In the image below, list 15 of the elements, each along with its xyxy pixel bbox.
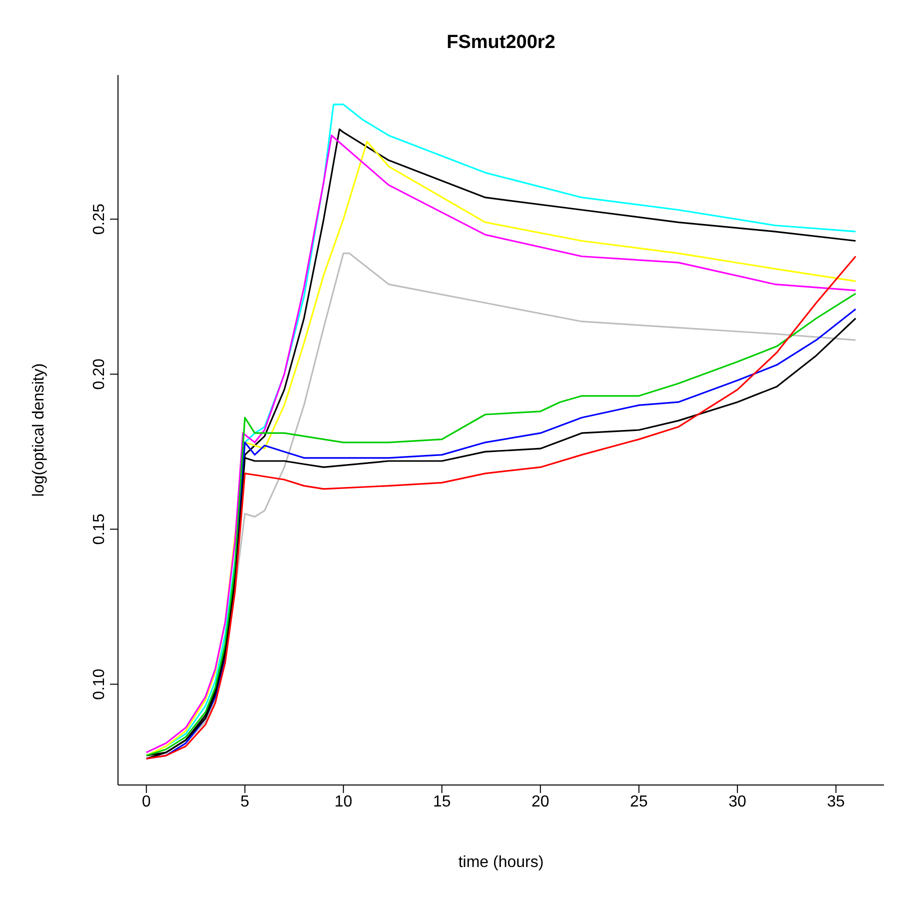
x-tick-label: 20 bbox=[532, 793, 550, 810]
x-tick-label: 10 bbox=[334, 793, 352, 810]
y-tick-label: 0.25 bbox=[91, 204, 108, 235]
x-tick-label: 30 bbox=[728, 793, 746, 810]
x-axis-title: time (hours) bbox=[458, 854, 544, 871]
chart-title: FSmut200r2 bbox=[446, 32, 556, 54]
x-tick-label: 0 bbox=[142, 793, 151, 810]
x-tick-label: 25 bbox=[630, 793, 648, 810]
x-tick-label: 15 bbox=[432, 793, 451, 810]
y-tick-label: 0.10 bbox=[91, 668, 108, 700]
y-tick-label: 0.15 bbox=[91, 514, 108, 545]
y-axis-title: log(optical density) bbox=[30, 363, 48, 497]
x-tick-label: 5 bbox=[240, 793, 250, 810]
x-tick-label: 35 bbox=[827, 793, 845, 810]
y-tick-label: 0.20 bbox=[91, 358, 108, 390]
